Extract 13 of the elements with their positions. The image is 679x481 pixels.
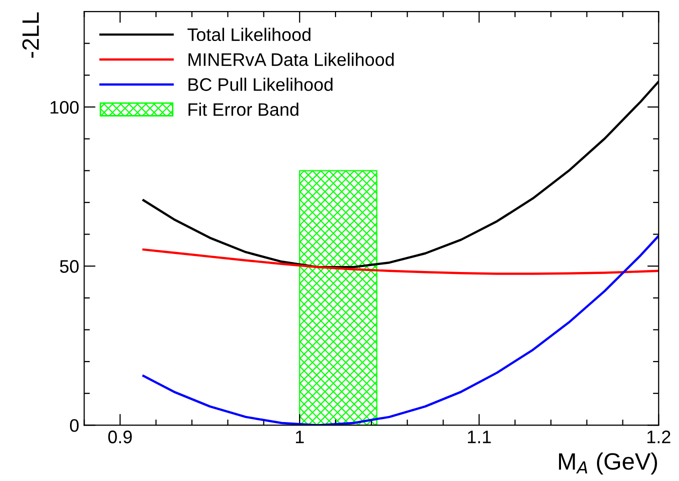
y-tick-label: 50 bbox=[60, 260, 79, 273]
x-tick-label: 0.9 bbox=[108, 430, 132, 444]
legend-label: Total Likelihood bbox=[188, 28, 310, 42]
y-axis-title: -2LL bbox=[22, 12, 39, 58]
legend-label: Fit Error Band bbox=[188, 102, 298, 116]
legend-label: BC Pull Likelihood bbox=[188, 78, 332, 91]
x-tick-label: 1 bbox=[296, 430, 304, 444]
y-tick-label: 0 bbox=[70, 419, 79, 432]
x-axis-title: M$_{A}$ (GeV) bbox=[559, 452, 658, 474]
y-tick-label: 100 bbox=[50, 100, 79, 114]
legend-label: MINERvA Data Likelihood bbox=[188, 52, 394, 66]
x-tick-label: 1.2 bbox=[647, 430, 670, 444]
x-tick-label: 1.1 bbox=[468, 430, 491, 444]
